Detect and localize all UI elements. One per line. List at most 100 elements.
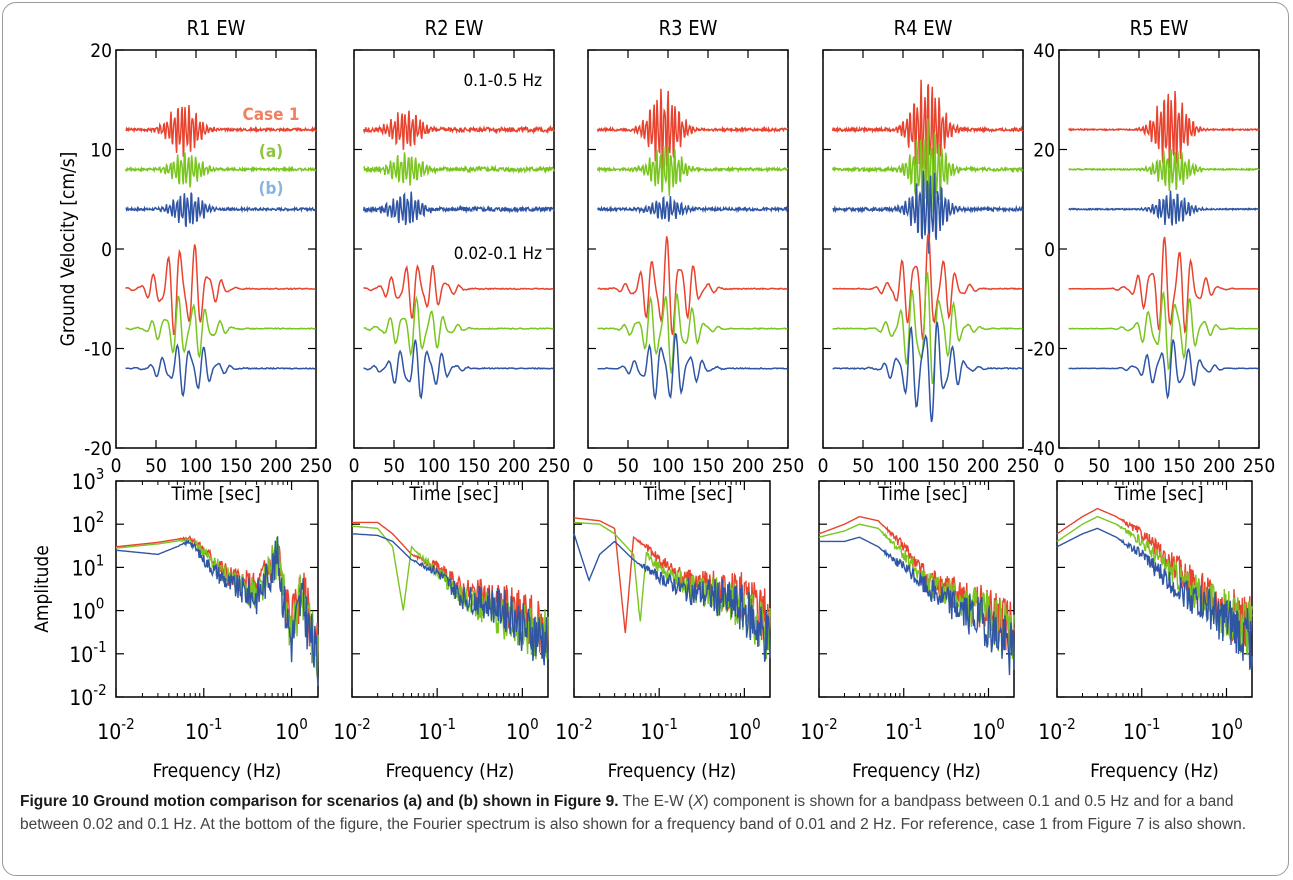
panel-frame — [818, 480, 1015, 698]
trace-case1-low — [125, 244, 316, 335]
y-tick-label: 102 — [72, 508, 105, 537]
panel-frame — [115, 480, 319, 698]
caption-body-post: ) component is shown for a bandpass betw… — [20, 793, 1247, 833]
x-tick-label: 150 — [220, 455, 253, 477]
spectrum-panel-5: 10-2 10-1 100 Frequency (Hz) — [1038, 480, 1253, 782]
x-tick-label: 10-1 — [185, 715, 223, 744]
x-axis-label: Frequency (Hz) — [386, 760, 515, 782]
panel-frame — [351, 480, 549, 698]
legend-entry: (b) — [259, 179, 284, 199]
figure-caption: Figure 10 Ground motion comparison for s… — [20, 790, 1275, 836]
y-tick-label: 0 — [1044, 239, 1055, 261]
x-axis-label: Frequency (Hz) — [852, 760, 981, 782]
trace-b-high — [125, 192, 317, 227]
spectrum-panel-2: 10-2 10-1 100 Frequency (Hz) — [333, 480, 549, 782]
x-tick-label: 200 — [260, 455, 293, 477]
velocity-panel-3: R3 EW 0 50 100 150 200 250 Time [sec] — [583, 16, 805, 505]
x-tick-label: 200 — [967, 455, 1000, 477]
trace-case1-high — [125, 105, 317, 157]
trace-a-low — [125, 295, 316, 359]
x-tick-label: 200 — [498, 455, 531, 477]
trace-a-high — [124, 152, 317, 188]
panel-title: R5 EW — [1130, 16, 1189, 40]
panel-frame — [822, 49, 1024, 449]
x-axis-label: Time [sec] — [170, 483, 260, 505]
x-tick-label: 100 — [728, 715, 761, 744]
panel-title: R4 EW — [894, 16, 953, 40]
y-tick-label: -20 — [1027, 339, 1055, 361]
trace-b-high — [1068, 190, 1260, 226]
trace-b-low — [1068, 339, 1259, 400]
y-axis-label: Amplitude — [31, 545, 53, 633]
spectrum-panel-3: 10-2 10-1 100 Frequency (Hz) — [555, 480, 771, 782]
x-tick-label: 100 — [418, 455, 451, 477]
trace-b-high — [362, 191, 555, 226]
x-axis-label: Time [sec] — [408, 483, 498, 505]
panel-title: R2 EW — [425, 16, 484, 40]
x-axis-label: Time [sec] — [1113, 483, 1203, 505]
trace-a-low — [597, 293, 788, 374]
x-tick-label: 0 — [583, 455, 594, 477]
x-tick-label: 50 — [145, 455, 167, 477]
panel-frame — [1058, 49, 1260, 449]
legend-entry: (a) — [259, 142, 283, 162]
trace-b-low — [125, 343, 317, 398]
trace-a-low — [363, 295, 554, 357]
x-axis-label: Time [sec] — [877, 483, 967, 505]
panel-frame — [573, 480, 771, 698]
x-tick-label: 100 — [1210, 715, 1243, 744]
panel-title: R3 EW — [659, 16, 718, 40]
y-tick-label: 10 — [90, 140, 112, 162]
trace-b-low — [597, 332, 788, 401]
spectrum-a — [1056, 515, 1253, 657]
x-tick-label: 0 — [818, 455, 829, 477]
panel-title: R1 EW — [187, 16, 246, 40]
spectrum-b — [115, 536, 319, 687]
y-tick-label: 0 — [101, 239, 112, 261]
panel-frame — [1056, 480, 1253, 698]
trace-a-low — [1068, 290, 1259, 371]
trace-case1-low — [363, 264, 554, 319]
velocity-panel-2: R2 EW 0 50 100 150 200 250 Time [sec] 0.1-0.5 Hz… — [349, 16, 571, 505]
x-tick-label: 10-2 — [333, 715, 371, 744]
spectrum-case1 — [818, 515, 1015, 651]
trace-case1-low — [597, 236, 788, 335]
x-tick-label: 100 — [887, 455, 920, 477]
spectrum-b — [573, 533, 771, 662]
caption-title: Figure 10 Ground motion comparison for s… — [20, 793, 619, 810]
x-tick-label: 250 — [1243, 455, 1276, 477]
x-tick-label: 10-1 — [885, 715, 923, 744]
x-tick-label: 10-1 — [1123, 715, 1161, 744]
x-tick-label: 10-1 — [640, 715, 678, 744]
x-tick-label: 100 — [506, 715, 539, 744]
trace-a-high — [1068, 148, 1260, 192]
x-tick-label: 100 — [1123, 455, 1156, 477]
trace-case1-high — [831, 79, 1024, 185]
x-tick-label: 10-1 — [418, 715, 456, 744]
trace-case1-high — [596, 88, 789, 171]
y-axis-label: Ground Velocity [cm/s] — [57, 152, 79, 347]
trace-case1-low — [1068, 236, 1259, 335]
spectrum-b — [819, 536, 1015, 676]
trace-case1-high — [1068, 90, 1260, 168]
x-tick-label: 200 — [732, 455, 765, 477]
y-tick-label: 100 — [72, 595, 105, 624]
x-tick-label: 50 — [383, 455, 405, 477]
x-tick-label: 250 — [538, 455, 571, 477]
trace-a-high — [596, 146, 789, 196]
x-tick-label: 0 — [349, 455, 360, 477]
x-tick-label: 10-2 — [97, 715, 135, 744]
trace-b-high — [596, 195, 789, 222]
band-label-low: 0.02-0.1 Hz — [454, 244, 542, 264]
y-tick-label: 103 — [72, 465, 105, 494]
trace-b-high — [832, 170, 1024, 254]
spectrum-b — [1056, 527, 1253, 670]
spectrum-a — [573, 521, 771, 660]
trace-b-low — [363, 339, 554, 400]
x-tick-label: 10-2 — [555, 715, 593, 744]
x-tick-label: 250 — [1007, 455, 1040, 477]
x-tick-label: 250 — [300, 455, 333, 477]
x-tick-label: 10-2 — [1038, 715, 1076, 744]
